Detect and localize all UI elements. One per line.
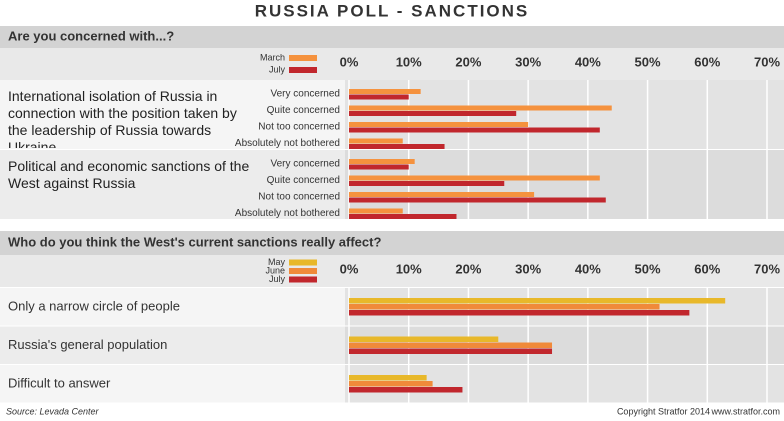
website: www.stratfor.com <box>710 406 780 416</box>
bar <box>349 298 726 304</box>
bar <box>349 89 421 94</box>
x-tick-label: 10% <box>396 54 422 69</box>
bar <box>349 381 433 387</box>
x-tick-label: 20% <box>455 54 481 69</box>
x-tick-label: 50% <box>635 261 661 276</box>
legend-label: May <box>268 257 286 267</box>
group-label-box: Political and economic sanctions of the … <box>8 158 250 191</box>
panel-header <box>0 26 784 48</box>
bar <box>349 164 409 170</box>
legend-label: July <box>269 64 286 74</box>
x-tick-label: 20% <box>455 261 481 276</box>
bar <box>349 175 600 181</box>
bar <box>349 336 499 342</box>
bar <box>349 181 505 186</box>
bar <box>349 127 600 133</box>
copyright: Copyright Stratfor 2014 <box>617 406 710 416</box>
category-label: Quite concerned <box>267 105 340 116</box>
x-tick-label: 0% <box>340 261 359 276</box>
bar <box>349 192 535 197</box>
category-label: Not too concerned <box>258 122 340 133</box>
legend-label: June <box>265 265 285 275</box>
x-tick-label: 30% <box>515 261 541 276</box>
group-label-box: International isolation of Russia in con… <box>8 88 237 148</box>
category-label: Absolutely not bothered <box>235 208 340 219</box>
bar <box>349 111 517 116</box>
band <box>0 326 345 364</box>
bar <box>349 375 427 381</box>
bar <box>349 94 409 100</box>
category-label: Only a narrow circle of people <box>8 298 180 313</box>
band <box>0 365 345 403</box>
bar <box>349 197 606 203</box>
category-label: Very concerned <box>271 159 341 170</box>
band <box>0 288 345 326</box>
bar <box>349 144 445 149</box>
panel-title: Are you concerned with...? <box>8 28 174 43</box>
category-label: Absolutely not bothered <box>235 138 340 149</box>
bar <box>349 208 403 214</box>
bar <box>349 105 612 111</box>
category-label: Quite concerned <box>267 175 340 186</box>
x-tick-label: 70% <box>754 54 780 69</box>
x-tick-label: 30% <box>515 54 541 69</box>
bar <box>349 348 553 354</box>
bar <box>349 342 553 348</box>
axis-row <box>0 48 784 80</box>
axis-row <box>0 255 784 287</box>
legend-swatch <box>289 67 317 73</box>
bar <box>349 138 403 144</box>
page-title: RUSSIA POLL - SANCTIONS <box>255 1 530 20</box>
bar <box>349 122 529 127</box>
bar <box>349 304 660 310</box>
x-tick-label: 10% <box>396 261 422 276</box>
category-label: Difficult to answer <box>8 375 111 390</box>
x-tick-label: 0% <box>340 54 359 69</box>
category-label: Russia's general population <box>8 337 167 352</box>
group-label: Political and economic sanctions of the … <box>8 158 250 191</box>
legend-swatch <box>289 55 317 61</box>
bar <box>349 214 457 219</box>
x-tick-label: 50% <box>635 54 661 69</box>
x-tick-label: 60% <box>694 261 720 276</box>
bar <box>349 310 690 316</box>
x-tick-label: 40% <box>575 261 601 276</box>
legend-swatch <box>289 268 317 274</box>
legend-label: March <box>260 52 285 62</box>
x-tick-label: 60% <box>694 54 720 69</box>
panel-title: Who do you think the West's current sanc… <box>8 234 381 249</box>
panel-header <box>0 231 784 255</box>
bar <box>349 159 415 164</box>
group-label: International isolation of Russia in con… <box>8 88 237 148</box>
band <box>0 150 345 219</box>
band <box>0 80 345 149</box>
legend-label: July <box>269 274 286 284</box>
legend-swatch <box>289 276 317 283</box>
source: Source: Levada Center <box>6 406 100 416</box>
legend-swatch <box>289 259 317 266</box>
x-tick-label: 70% <box>754 261 780 276</box>
category-label: Not too concerned <box>258 192 340 203</box>
x-tick-label: 40% <box>575 54 601 69</box>
bar <box>349 387 463 393</box>
category-label: Very concerned <box>271 89 341 100</box>
